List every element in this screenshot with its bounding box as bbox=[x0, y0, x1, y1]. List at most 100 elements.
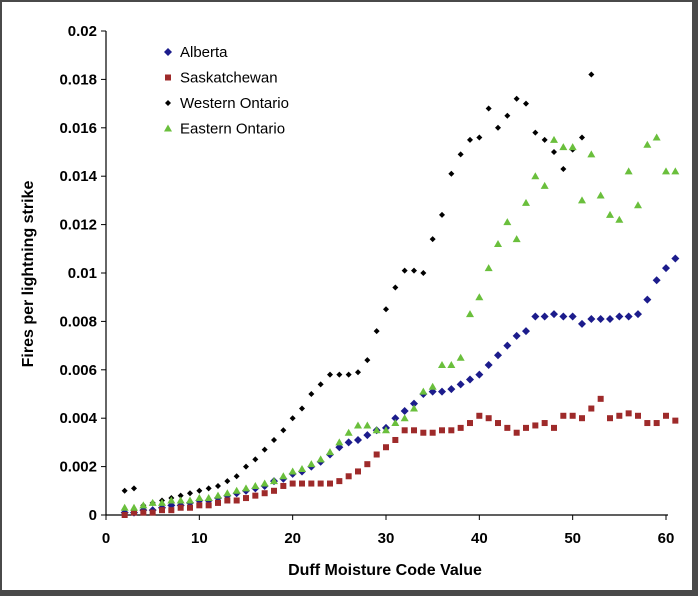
data-point bbox=[475, 370, 484, 379]
data-point bbox=[447, 360, 456, 368]
data-point bbox=[513, 429, 520, 436]
data-point bbox=[148, 498, 157, 506]
data-point bbox=[383, 306, 389, 313]
y-tick-label: 0.002 bbox=[59, 459, 97, 476]
data-point bbox=[513, 95, 520, 102]
data-point bbox=[280, 482, 287, 489]
data-point bbox=[485, 415, 492, 422]
data-point bbox=[195, 494, 204, 502]
data-point bbox=[559, 143, 568, 151]
data-point bbox=[401, 427, 408, 434]
data-point bbox=[456, 353, 465, 361]
y-tick-label: 0.008 bbox=[59, 313, 97, 330]
data-point bbox=[596, 191, 605, 199]
x-axis-label: Duff Moisture Code Value bbox=[288, 562, 482, 579]
data-point bbox=[522, 327, 530, 336]
legend-marker bbox=[164, 124, 172, 132]
data-point bbox=[484, 264, 493, 272]
legend-marker bbox=[165, 100, 171, 106]
data-point bbox=[131, 485, 137, 492]
data-point bbox=[531, 172, 540, 180]
data-point bbox=[279, 472, 288, 480]
data-point bbox=[541, 136, 548, 143]
data-point bbox=[466, 375, 474, 384]
legend-label: Saskatchewan bbox=[180, 70, 278, 87]
data-point bbox=[428, 382, 437, 390]
data-point bbox=[485, 105, 492, 112]
data-point bbox=[149, 509, 156, 516]
data-point bbox=[420, 270, 427, 276]
data-point bbox=[419, 387, 428, 395]
data-point bbox=[327, 480, 333, 487]
data-point bbox=[568, 312, 577, 321]
data-point bbox=[121, 487, 128, 494]
data-point bbox=[568, 143, 577, 151]
data-point bbox=[643, 295, 652, 304]
data-point bbox=[540, 181, 549, 189]
data-point bbox=[615, 312, 624, 321]
data-point bbox=[196, 487, 203, 494]
y-tick-label: 0.006 bbox=[59, 362, 97, 379]
legend-label: Alberta bbox=[180, 44, 228, 61]
data-point bbox=[140, 509, 147, 516]
data-point bbox=[261, 490, 268, 497]
data-point bbox=[336, 478, 343, 485]
data-point bbox=[512, 331, 521, 340]
y-tick-label: 0.004 bbox=[59, 410, 97, 427]
scatter-chart: 0 0.002 0.004 0.006 0.008 0.01 0.012 0.014 0.016… bbox=[20, 23, 680, 579]
data-point bbox=[532, 129, 539, 136]
legend-marker bbox=[165, 74, 171, 81]
data-point bbox=[475, 293, 484, 301]
data-point bbox=[606, 210, 614, 218]
data-point bbox=[177, 492, 184, 499]
data-point bbox=[587, 150, 596, 158]
x-tick-label: 0 bbox=[102, 530, 110, 547]
data-point bbox=[233, 473, 240, 480]
data-point bbox=[251, 481, 260, 489]
data-point bbox=[215, 499, 221, 506]
y-tick-label: 0.016 bbox=[59, 120, 97, 137]
data-point bbox=[364, 461, 371, 468]
data-point bbox=[644, 420, 651, 427]
data-marks bbox=[120, 71, 680, 518]
data-point bbox=[167, 496, 176, 504]
data-point bbox=[270, 477, 278, 485]
data-point bbox=[494, 351, 502, 360]
data-point bbox=[299, 480, 305, 487]
data-point bbox=[456, 380, 465, 389]
data-point bbox=[260, 479, 269, 487]
data-point bbox=[606, 314, 614, 323]
data-point bbox=[635, 412, 641, 419]
data-point bbox=[504, 424, 511, 431]
data-point bbox=[354, 435, 362, 444]
data-point bbox=[392, 284, 399, 291]
data-point bbox=[569, 412, 576, 419]
data-point bbox=[429, 429, 436, 436]
data-point bbox=[355, 468, 361, 475]
data-point bbox=[224, 497, 231, 504]
data-point bbox=[345, 371, 352, 378]
y-tick-label: 0.02 bbox=[68, 23, 97, 40]
data-point bbox=[252, 492, 259, 499]
data-point bbox=[261, 446, 268, 453]
x-tick-label: 30 bbox=[378, 530, 395, 547]
y-tick-label: 0.012 bbox=[59, 217, 97, 234]
data-point bbox=[289, 480, 296, 487]
data-point bbox=[578, 319, 586, 328]
data-point bbox=[457, 151, 464, 158]
data-point bbox=[177, 504, 184, 511]
data-point bbox=[560, 165, 567, 172]
data-point bbox=[484, 360, 493, 369]
data-point bbox=[522, 198, 530, 206]
data-point bbox=[308, 480, 315, 487]
data-point bbox=[523, 100, 529, 107]
data-point bbox=[327, 371, 333, 378]
data-point bbox=[523, 424, 529, 431]
data-point bbox=[597, 395, 604, 402]
legend-label: Western Ontario bbox=[180, 95, 289, 112]
data-point bbox=[429, 236, 436, 243]
data-point bbox=[383, 444, 389, 451]
data-point bbox=[448, 427, 455, 434]
data-point bbox=[204, 494, 213, 502]
data-point bbox=[120, 503, 129, 511]
